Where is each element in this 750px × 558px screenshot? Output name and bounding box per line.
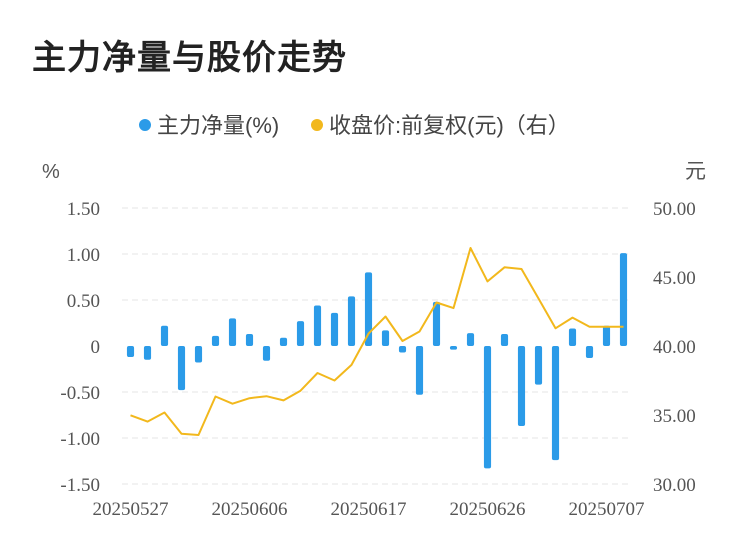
bar [313, 305, 322, 346]
x-tick-label: 20250626 [450, 499, 526, 520]
y-left-tick-label: 0.50 [67, 291, 100, 312]
legend-label-bars: 主力净量(%) [157, 113, 279, 138]
bar [177, 346, 186, 391]
y-right-tick-label: 45.00 [653, 268, 696, 289]
y-left-tick-label: 0 [91, 337, 101, 358]
bar [381, 330, 390, 346]
x-tick-label: 20250707 [569, 499, 645, 520]
legend-marker-line [311, 119, 323, 131]
bar [568, 328, 577, 346]
y-left-unit: % [42, 161, 60, 183]
bar [279, 337, 288, 346]
chart-title: 主力净量与股价走势 [32, 38, 347, 78]
bar [262, 346, 271, 361]
bar [517, 346, 526, 427]
bar [296, 321, 305, 346]
y-left-tick-label: -0.50 [60, 383, 100, 404]
bar [500, 334, 509, 346]
bar [228, 318, 237, 346]
y-right-tick-label: 30.00 [653, 475, 696, 496]
y-left-tick-label: 1.50 [67, 199, 100, 220]
bar [211, 335, 220, 346]
bar [245, 334, 254, 346]
bar [143, 346, 152, 360]
bar [347, 296, 356, 346]
bar [449, 346, 458, 350]
y-right-tick-label: 50.00 [653, 199, 696, 220]
y-left-tick-label: 1.00 [67, 245, 100, 266]
bar [398, 346, 407, 353]
bar [126, 346, 135, 358]
bar [602, 325, 611, 346]
bar [551, 346, 560, 461]
bar [466, 333, 475, 346]
x-tick-label: 20250527 [93, 499, 169, 520]
y-left-tick-label: -1.00 [60, 429, 100, 450]
legend-label-line: 收盘价:前复权(元)（右） [329, 113, 570, 138]
bar [160, 325, 169, 346]
y-left-tick-label: -1.50 [60, 475, 100, 496]
bar [194, 346, 203, 363]
bar [619, 253, 628, 346]
bar [330, 312, 339, 346]
bar [585, 346, 594, 358]
bar [534, 346, 543, 385]
legend-marker-bars [139, 119, 151, 131]
bar [415, 346, 424, 395]
y-right-tick-label: 35.00 [653, 406, 696, 427]
y-right-tick-label: 40.00 [653, 337, 696, 358]
bar [483, 346, 492, 469]
y-right-unit: 元 [685, 160, 706, 183]
bar [432, 301, 441, 346]
x-tick-label: 20250617 [331, 499, 407, 520]
bar [364, 272, 373, 346]
price-line [130, 247, 624, 436]
x-tick-label: 20250606 [212, 499, 288, 520]
